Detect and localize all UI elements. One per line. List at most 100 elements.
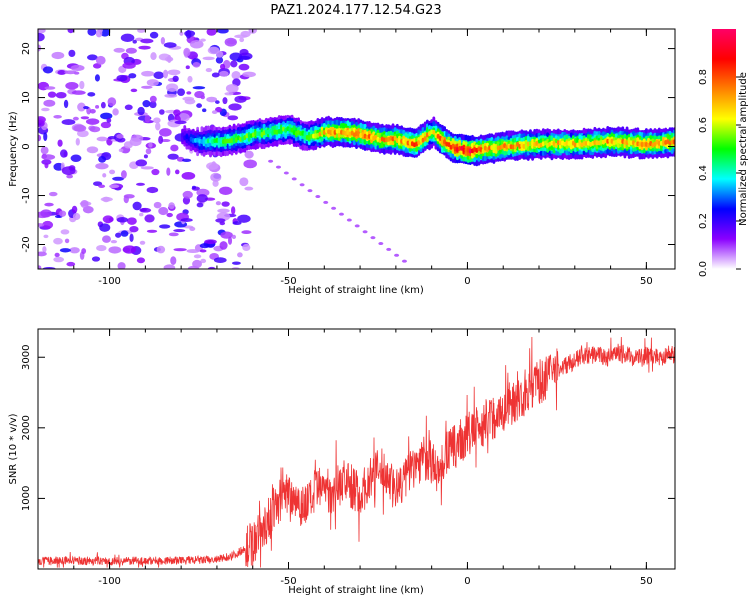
- snr-frame: [37, 328, 676, 570]
- noise-blob: [102, 173, 107, 178]
- ridge-cell: [574, 142, 577, 148]
- x-tick-label: -50: [280, 576, 296, 587]
- ridge-cell: [584, 140, 588, 146]
- noise-blob: [68, 49, 76, 58]
- noise-blob: [38, 116, 46, 124]
- noise-blob: [237, 214, 251, 223]
- noise-blob: [149, 101, 157, 109]
- noise-blob: [206, 96, 218, 103]
- noise-blob: [244, 186, 254, 191]
- y-tick-label: 2000: [21, 415, 32, 440]
- noise-blob: [239, 48, 249, 56]
- spectrogram-xlabel: Height of straight line (km): [288, 285, 424, 296]
- noise-blob: [211, 72, 220, 78]
- colorbar: 0.0 0.2 0.4 0.6 0.8 Normalized spectral ampl…: [698, 29, 749, 277]
- noise-blob: [159, 224, 171, 229]
- noise-blob: [80, 200, 89, 209]
- noise-blob: [95, 162, 109, 170]
- noise-blob: [228, 103, 242, 111]
- ridge-cell: [290, 127, 294, 133]
- streak-blob: [323, 200, 329, 204]
- noise-blob: [98, 156, 107, 163]
- noise-blob: [63, 99, 69, 109]
- ridge-cell: [254, 131, 258, 136]
- noise-blob: [135, 159, 148, 167]
- snr-xlabel: Height of straight line (km): [288, 585, 424, 596]
- noise-blob: [65, 81, 79, 90]
- ridge-cell: [565, 140, 569, 146]
- noise-blob: [230, 60, 238, 68]
- noise-blob: [42, 220, 54, 229]
- noise-blob: [91, 256, 101, 262]
- noise-blob: [80, 116, 90, 120]
- ridge-cell: [544, 140, 547, 146]
- snr-series-line: [38, 336, 675, 568]
- noise-blob: [207, 266, 216, 269]
- noise-blob: [217, 208, 230, 214]
- noise-blob: [53, 256, 65, 263]
- spectrogram-ylabel: Frequency (Hz): [8, 111, 19, 187]
- noise-blob: [220, 231, 233, 239]
- colorbar-label: Normalized spectral amplitude: [738, 72, 749, 226]
- noise-blob: [164, 93, 178, 98]
- noise-blob: [100, 197, 113, 202]
- noise-blob: [60, 229, 70, 235]
- noise-blob: [100, 101, 106, 109]
- noise-blob: [220, 63, 226, 70]
- noise-blob: [191, 185, 197, 189]
- noise-blob: [85, 118, 100, 125]
- noise-blob: [61, 166, 76, 176]
- snr-panel: -100 -50 0 50 1000 2000 3000 Height of straigh…: [8, 328, 676, 596]
- noise-blob: [140, 38, 154, 44]
- streak-blob: [338, 212, 344, 216]
- noise-blob: [144, 114, 151, 123]
- noise-blob: [166, 212, 173, 218]
- noise-blob: [140, 166, 154, 170]
- noise-blob: [149, 95, 157, 103]
- ridge-cell: [447, 142, 451, 148]
- ridge-cell: [522, 143, 526, 149]
- ridge-cell: [595, 140, 599, 146]
- noise-blob: [128, 73, 137, 79]
- noise-blob: [72, 116, 79, 121]
- noise-blob: [132, 201, 142, 211]
- snr-ticks: -100 -50 0 50 1000 2000 3000: [21, 329, 675, 587]
- noise-blob: [113, 47, 125, 53]
- noise-blob: [155, 122, 161, 131]
- noise-blob: [44, 162, 49, 169]
- streak-blob: [386, 247, 392, 251]
- ridge-cell: [393, 135, 397, 141]
- ridge-cell: [556, 140, 560, 146]
- noise-blob: [168, 202, 175, 210]
- noise-blob: [167, 69, 181, 76]
- noise-blob: [183, 47, 191, 57]
- noise-blob: [79, 80, 85, 90]
- noise-blob: [153, 117, 161, 124]
- noise-blob: [107, 97, 117, 107]
- noise-blob: [89, 126, 101, 133]
- noise-blob: [172, 75, 179, 82]
- ridge-cell: [670, 139, 674, 145]
- noise-blob: [202, 56, 215, 61]
- ridge-cell: [464, 147, 468, 153]
- ridge-cell: [451, 143, 455, 149]
- ridge-cell: [400, 138, 404, 144]
- noise-blob: [234, 95, 247, 103]
- noise-blob: [42, 266, 56, 269]
- noise-blob: [53, 237, 63, 245]
- ridge-cell: [232, 137, 236, 143]
- noise-blob: [182, 190, 193, 199]
- ridge-cell: [657, 140, 661, 146]
- noise-blob: [129, 233, 134, 243]
- ridge-cell: [535, 140, 539, 146]
- noise-blob: [86, 146, 99, 154]
- noise-blob: [142, 100, 151, 108]
- noise-blob: [139, 212, 144, 217]
- ridge-cell: [181, 132, 185, 138]
- noise-blob: [241, 230, 252, 235]
- ridge-cell: [213, 138, 217, 144]
- ridge-cell: [638, 141, 642, 147]
- ridge-cell: [226, 138, 230, 144]
- noise-blob: [211, 110, 218, 115]
